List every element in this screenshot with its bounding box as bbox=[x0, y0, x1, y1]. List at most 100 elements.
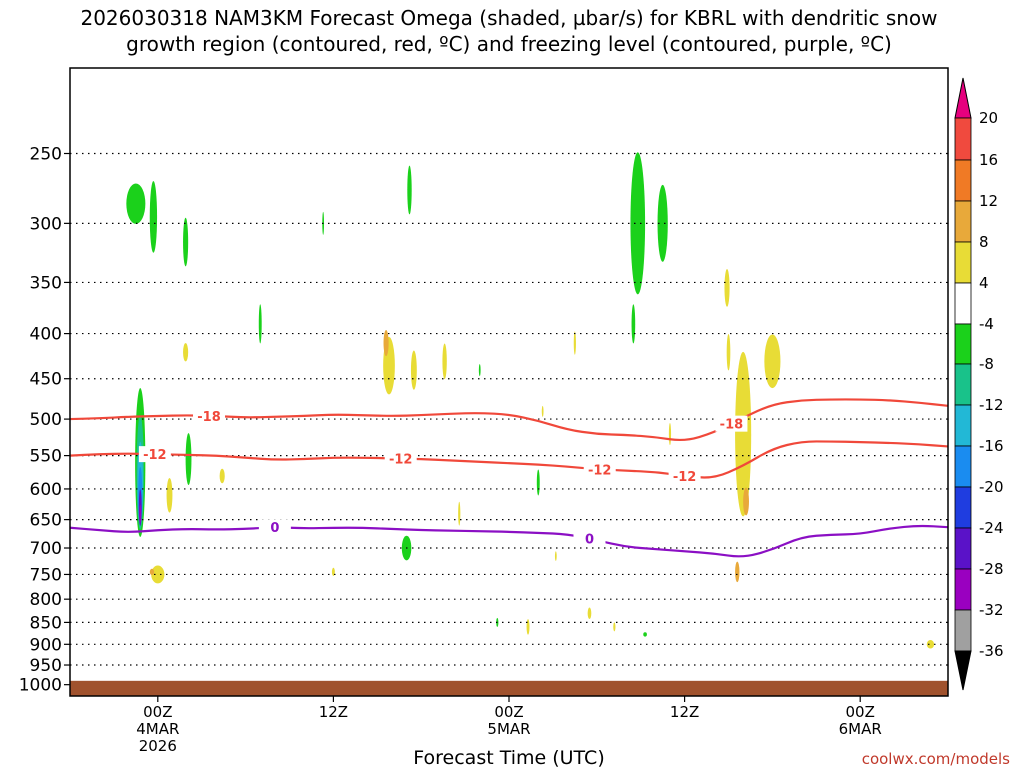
chart-title-line2: growth region (contoured, red, ºC) and f… bbox=[126, 32, 892, 56]
chart-title-line1: 2026030318 NAM3KM Forecast Omega (shaded… bbox=[80, 6, 937, 30]
omega-region-12 bbox=[151, 565, 165, 584]
y-tick-label-1000: 1000 bbox=[19, 676, 62, 696]
omega-region-39 bbox=[743, 487, 749, 516]
omega-region-29 bbox=[554, 551, 557, 561]
contour-label-0-0: -18 bbox=[197, 410, 221, 425]
omega-region-15 bbox=[219, 468, 225, 484]
omega-region-30 bbox=[526, 619, 530, 635]
y-tick-label-350: 350 bbox=[30, 273, 62, 293]
colorbar-bin-0 bbox=[954, 117, 972, 161]
omega-region-24 bbox=[458, 501, 461, 526]
x-tick-label-2-1: 5MAR bbox=[487, 720, 530, 738]
omega-region-45 bbox=[926, 640, 935, 649]
contour-label-bg-1-1 bbox=[384, 450, 417, 467]
ground-mask bbox=[70, 680, 948, 696]
y-tick-label-550: 550 bbox=[30, 447, 62, 467]
omega-region-35 bbox=[630, 152, 646, 295]
omega-region-9 bbox=[185, 433, 192, 486]
temperature-contours: -18 -18 -12 -12 -12 -12 0 0 bbox=[70, 398, 948, 558]
colorbar-bin-6 bbox=[954, 363, 972, 406]
contour-label-0-1: -18 bbox=[720, 418, 744, 433]
colorbar-bin-9 bbox=[954, 486, 972, 529]
y-tick-label-650: 650 bbox=[30, 511, 62, 531]
omega-region-36 bbox=[657, 184, 668, 262]
x-tick-label-2-0: 00Z bbox=[494, 703, 523, 721]
colorbar-label-6: -8 bbox=[979, 355, 994, 373]
pressure-axis: 250 300 350 400 450 500 550 600 650 700 750 800 8509… bbox=[19, 144, 70, 696]
omega-region-37 bbox=[631, 304, 636, 344]
contour-label-bg-1-0 bbox=[138, 446, 171, 463]
colorbar-bin-8 bbox=[954, 445, 972, 488]
colorbar-bin-5 bbox=[954, 323, 972, 365]
y-tick-label-850: 850 bbox=[30, 613, 62, 633]
contour-label-bg-1-2 bbox=[583, 461, 616, 478]
y-tick-label-400: 400 bbox=[30, 325, 62, 345]
credit-text: coolwx.com/models bbox=[862, 750, 1010, 768]
colorbar-label-4: 4 bbox=[979, 274, 989, 292]
omega-region-6 bbox=[126, 183, 146, 224]
contour-label-bg-0-0 bbox=[193, 407, 226, 424]
contour-label-1-2: -12 bbox=[588, 463, 612, 478]
y-tick-label-700: 700 bbox=[30, 539, 62, 559]
y-tick-label-900: 900 bbox=[30, 635, 62, 655]
omega-region-10 bbox=[166, 477, 173, 513]
omega-region-5 bbox=[139, 504, 142, 523]
contour-label-bg-1-3 bbox=[668, 467, 701, 484]
omega-region-8 bbox=[183, 217, 189, 267]
y-tick-label-750: 750 bbox=[30, 565, 62, 585]
omega-region-33 bbox=[613, 622, 616, 632]
omega-region-38 bbox=[735, 351, 752, 517]
colorbar-label-12: -32 bbox=[979, 601, 1004, 619]
contour-label-1-3: -12 bbox=[673, 470, 697, 485]
contour-label-2-0: 0 bbox=[270, 521, 279, 536]
x-tick-label-1-0: 12Z bbox=[319, 703, 348, 721]
ground-fill bbox=[70, 680, 948, 696]
contour-line-2 bbox=[70, 524, 948, 558]
y-tick-label-600: 600 bbox=[30, 480, 62, 500]
y-tick-label-300: 300 bbox=[30, 214, 62, 234]
contour-label-1-1: -12 bbox=[389, 453, 413, 468]
colorbar: 20 16 12 8 4 -4 -8 -12 -16 -20 -24 -28 -32 -36 bbox=[954, 77, 1004, 691]
colorbar-label-0: 20 bbox=[979, 109, 998, 127]
omega-region-25 bbox=[478, 364, 481, 377]
omega-region-28 bbox=[573, 331, 576, 355]
y-tick-label-450: 450 bbox=[30, 370, 62, 390]
contour-label-2-1: 0 bbox=[585, 533, 594, 548]
omega-shading bbox=[126, 152, 935, 649]
colorbar-label-11: -28 bbox=[979, 560, 1004, 578]
colorbar-bin-4 bbox=[954, 282, 972, 325]
omega-region-27 bbox=[536, 469, 540, 496]
colorbar-arrow-top bbox=[954, 77, 972, 119]
y-tick-label-800: 800 bbox=[30, 590, 62, 610]
colorbar-bin-2 bbox=[954, 200, 972, 243]
plot-frame bbox=[69, 67, 949, 697]
omega-region-34 bbox=[643, 632, 647, 637]
omega-region-43 bbox=[668, 423, 672, 446]
omega-region-42 bbox=[724, 268, 730, 307]
contour-label-bg-0-1 bbox=[715, 415, 748, 432]
colorbar-bin-11 bbox=[954, 568, 972, 611]
y-tick-label-500: 500 bbox=[30, 410, 62, 430]
omega-region-7 bbox=[149, 181, 158, 253]
y-tick-label-250: 250 bbox=[30, 144, 62, 164]
x-tick-label-3-0: 12Z bbox=[670, 703, 699, 721]
omega-region-40 bbox=[735, 561, 740, 583]
x-tick-label-0-2: 2026 bbox=[139, 737, 177, 755]
colorbar-label-13: -36 bbox=[979, 642, 1004, 660]
colorbar-bin-1 bbox=[954, 159, 972, 202]
omega-region-41 bbox=[764, 334, 781, 389]
colorbar-label-8: -16 bbox=[979, 437, 1004, 455]
omega-region-13 bbox=[149, 568, 155, 575]
x-tick-label-4-1: 6MAR bbox=[839, 720, 882, 738]
colorbar-label-1: 16 bbox=[979, 151, 998, 169]
omega-region-26 bbox=[541, 405, 544, 417]
omega-region-18 bbox=[383, 329, 389, 357]
omega-region-11 bbox=[183, 343, 189, 362]
omega-region-14 bbox=[258, 304, 262, 344]
colorbar-label-5: -4 bbox=[979, 315, 994, 333]
colorbar-label-3: 8 bbox=[979, 233, 989, 251]
colorbar-bin-12 bbox=[954, 609, 972, 652]
x-tick-label-4-0: 00Z bbox=[846, 703, 875, 721]
colorbar-bin-3 bbox=[954, 241, 972, 284]
